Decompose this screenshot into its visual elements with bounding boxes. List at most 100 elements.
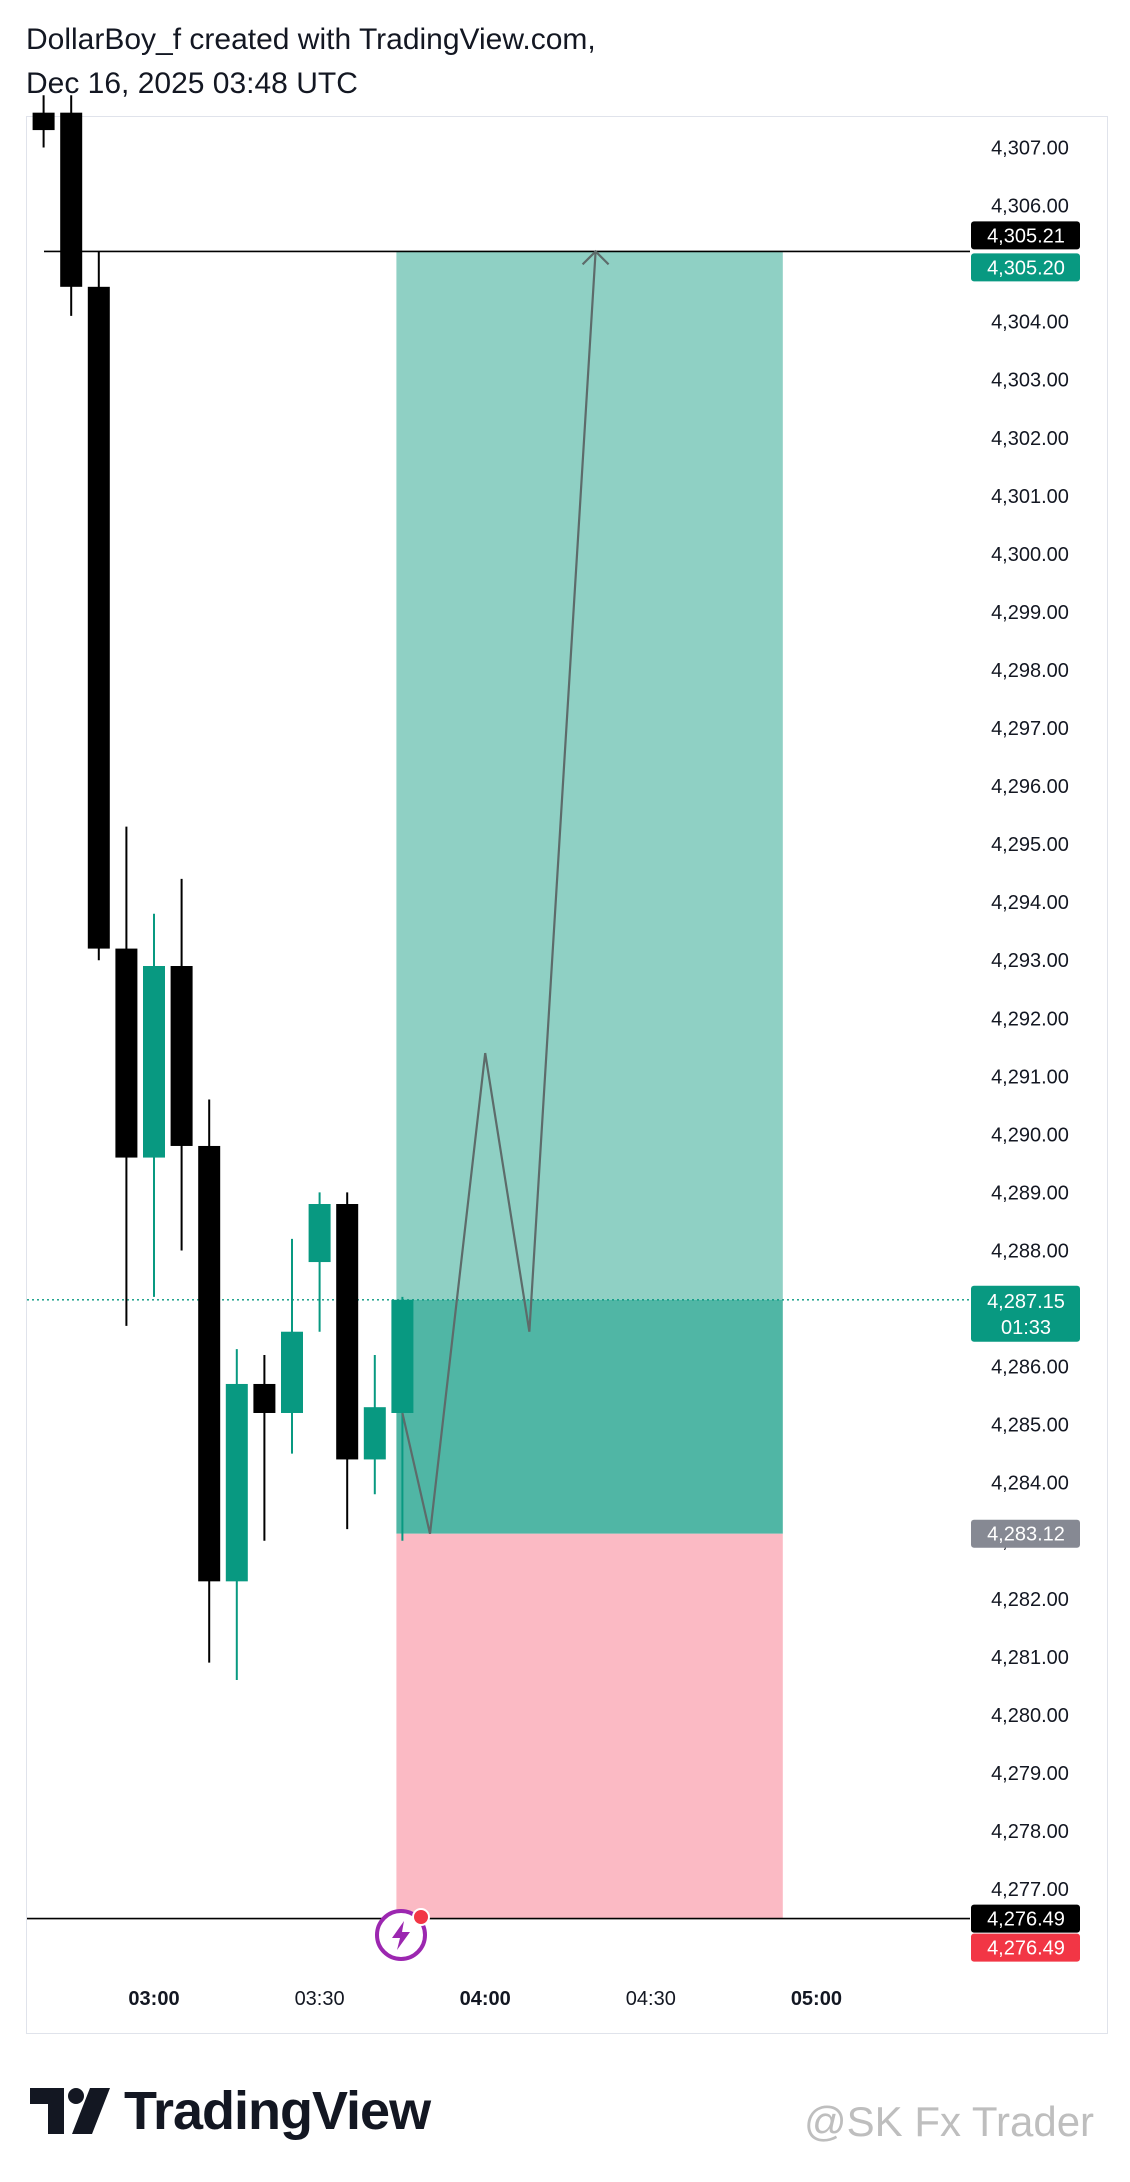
candle xyxy=(115,826,138,1326)
price-tick-label: 4,302.00 xyxy=(991,428,1069,450)
price-tick-label: 4,294.00 xyxy=(991,892,1069,914)
candle xyxy=(336,1192,359,1530)
candle-body xyxy=(363,1407,386,1460)
target-price-label: 4,305.21 xyxy=(971,221,1080,250)
price-tick-label: 4,278.00 xyxy=(991,1821,1069,1843)
alert-dot xyxy=(412,1908,430,1926)
candle xyxy=(87,251,110,961)
entry-price-label: 4,283.12 xyxy=(971,1519,1080,1548)
stop-price-label-bg xyxy=(971,1904,1080,1933)
profit-zone-filled xyxy=(396,1299,783,1534)
price-tick-label: 4,286.00 xyxy=(991,1357,1069,1379)
stop-price-label-red: 4,276.49 xyxy=(971,1933,1080,1962)
lightning-icon[interactable] xyxy=(375,1908,430,1961)
candle xyxy=(32,95,55,148)
target-price-label-green-bg xyxy=(971,253,1080,282)
price-tick-label: 4,279.00 xyxy=(991,1763,1069,1785)
price-tick-label: 4,282.00 xyxy=(991,1589,1069,1611)
candle xyxy=(363,1354,386,1495)
price-tick-label: 4,299.00 xyxy=(991,602,1069,624)
price-axis: 4,277.00 4,278.00 4,279.00 4,280.00 4,281.00… xyxy=(991,138,1069,1902)
candle xyxy=(225,1349,248,1681)
price-tick-label: 4,296.00 xyxy=(991,776,1069,798)
price-tick-label: 4,304.00 xyxy=(991,312,1069,334)
price-tick-label: 4,284.00 xyxy=(991,1473,1069,1495)
chart-header: DollarBoy_f created with TradingView.com… xyxy=(26,18,596,106)
price-tick-label: 4,300.00 xyxy=(991,544,1069,566)
price-tick-label: 4,297.00 xyxy=(991,718,1069,740)
price-tick-label: 4,307.00 xyxy=(991,138,1069,160)
stop-price-label-text: 4,276.49 xyxy=(987,1909,1065,1931)
entry-price-label-text: 4,283.12 xyxy=(987,1524,1065,1546)
candle-countdown: 01:33 xyxy=(1001,1317,1051,1339)
price-lines xyxy=(27,250,970,1920)
candle-body xyxy=(391,1299,414,1413)
time-tick-label: 03:30 xyxy=(295,1988,345,2010)
price-tick-label: 4,288.00 xyxy=(991,1240,1069,1262)
target-price-label-green: 4,305.20 xyxy=(971,253,1080,282)
candle-body xyxy=(143,966,165,1158)
candle-body xyxy=(87,286,110,949)
price-tick-label: 4,280.00 xyxy=(991,1705,1069,1727)
price-tick-label: 4,303.00 xyxy=(991,370,1069,392)
lightning-bolt xyxy=(392,1921,410,1950)
target-price-label-green-text: 4,305.20 xyxy=(987,257,1065,279)
candle-body xyxy=(336,1204,359,1460)
price-tick-label: 4,277.00 xyxy=(991,1879,1069,1901)
price-tick-label: 4,295.00 xyxy=(991,834,1069,856)
time-tick-label: 04:00 xyxy=(460,1988,511,2010)
candle-body xyxy=(32,112,55,131)
tradingview-logo-icon xyxy=(30,2088,110,2134)
loss-zone xyxy=(396,1533,783,1919)
projection-arrowhead xyxy=(581,249,610,266)
current-price-label: 4,287.15 01:33 xyxy=(971,1285,1080,1342)
candle xyxy=(308,1192,331,1332)
chart-frame xyxy=(26,116,1108,2034)
candle-body xyxy=(308,1204,331,1263)
price-tick-label: 4,292.00 xyxy=(991,1008,1069,1030)
candle-body xyxy=(115,948,138,1158)
price-tick-label: 4,281.00 xyxy=(991,1647,1069,1669)
candle xyxy=(198,1099,221,1663)
candle-body xyxy=(281,1331,303,1413)
candle xyxy=(170,878,193,1251)
projection-line xyxy=(401,251,597,1534)
current-price-label-bg xyxy=(971,1285,1080,1342)
price-tick-label: 4,285.00 xyxy=(991,1415,1069,1437)
stop-price-label-red-text: 4,276.49 xyxy=(987,1938,1065,1960)
entry-price-label-bg xyxy=(971,1519,1080,1548)
time-tick-label: 03:00 xyxy=(128,1988,179,2010)
candle xyxy=(60,95,83,316)
price-tick-label: 4,301.00 xyxy=(991,486,1069,508)
tradingview-brand: TradingView xyxy=(124,2081,431,2141)
candle xyxy=(281,1238,303,1454)
stop-price-label-red-bg xyxy=(971,1933,1080,1962)
target-price-label-text: 4,305.21 xyxy=(987,225,1065,247)
price-tick-label: 4,291.00 xyxy=(991,1066,1069,1088)
price-tick-label: 4,289.00 xyxy=(991,1182,1069,1204)
price-labels: 4,305.21 4,305.20 4,283.12 4,276.49 4,276.49… xyxy=(971,221,1080,1962)
position-zones xyxy=(396,251,783,1919)
price-tick-label: 4,306.00 xyxy=(991,196,1069,218)
candle xyxy=(143,913,165,1297)
chart-timestamp: Dec 16, 2025 03:48 UTC xyxy=(26,67,358,100)
author-credit: DollarBoy_f created with TradingView.com… xyxy=(26,23,596,56)
target-price-label-bg xyxy=(971,221,1080,250)
candle xyxy=(253,1354,276,1541)
candle-body xyxy=(198,1145,221,1582)
candle-body xyxy=(60,112,83,287)
projection-path xyxy=(401,249,610,1534)
time-axis: 03:00 03:30 04:00 04:30 05:00 xyxy=(128,1988,842,2010)
candles xyxy=(32,95,414,1681)
price-tick-label: 4,298.00 xyxy=(991,660,1069,682)
stop-price-label: 4,276.49 xyxy=(971,1904,1080,1933)
candle xyxy=(391,1296,414,1541)
time-tick-label: 04:30 xyxy=(626,1988,676,2010)
time-tick-label: 05:00 xyxy=(791,1988,842,2010)
watermark-text: @SK Fx Trader xyxy=(804,2098,1095,2145)
tradingview-logo[interactable]: TradingView xyxy=(30,2080,431,2142)
alert-marker xyxy=(375,1908,430,1961)
profit-zone xyxy=(396,251,783,1300)
current-price-value: 4,287.15 xyxy=(987,1291,1065,1313)
